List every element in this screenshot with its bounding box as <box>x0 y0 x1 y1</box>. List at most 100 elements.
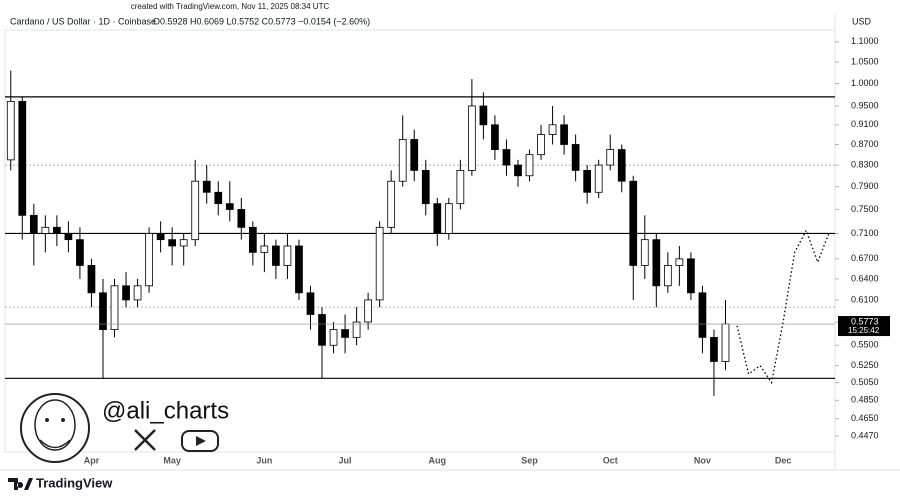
candle-body <box>640 239 649 266</box>
x-tick-label: Apr <box>84 455 100 465</box>
candle-body <box>663 265 672 287</box>
candle-body <box>675 258 684 266</box>
y-tick-label: 1.0500 <box>851 57 879 67</box>
ohlc-legend: O0.5928 H0.6069 L0.5752 C0.5773 −0.0154 … <box>153 16 370 26</box>
candle-body <box>87 265 96 294</box>
candle-body <box>606 149 615 166</box>
last-price-label: 0.5773 <box>851 316 879 326</box>
x-tick-label: Jun <box>256 455 272 465</box>
y-tick-label: 0.6700 <box>851 253 879 263</box>
candle-body <box>237 209 246 228</box>
candle-body <box>479 105 488 126</box>
avatar-smile <box>39 439 71 449</box>
x-tick-label: Oct <box>603 455 618 465</box>
symbol-title: Cardano / US Dollar · 1D · Coinbase <box>10 16 156 26</box>
candle-body <box>617 149 626 182</box>
brand-name: TradingView <box>36 475 113 490</box>
candle-body <box>179 239 188 247</box>
candle-body <box>260 245 269 253</box>
candle-body <box>594 164 603 193</box>
brand: TradingView <box>8 475 113 490</box>
x-tick-label: Jul <box>339 455 352 465</box>
y-tick-label: 0.8700 <box>851 139 879 149</box>
candle-body <box>191 180 200 241</box>
candle-body <box>318 314 326 346</box>
y-tick-label: 0.8300 <box>851 159 879 169</box>
y-tick-label: 0.4850 <box>851 395 879 405</box>
candle-body <box>122 285 130 301</box>
youtube-icon <box>181 430 219 452</box>
candle-body <box>560 124 568 145</box>
candle-body <box>721 323 730 362</box>
candle-body <box>64 233 73 241</box>
y-tick-label: 0.4650 <box>851 413 879 423</box>
candle-body <box>548 124 557 135</box>
x-tick-label: Sep <box>521 455 538 465</box>
brand-logo <box>8 478 33 490</box>
y-tick-label: 0.7500 <box>851 204 879 214</box>
candle-body <box>652 239 661 287</box>
candle-body <box>156 233 165 241</box>
candle-body <box>514 164 522 177</box>
candle-body <box>53 226 61 234</box>
avatar-face <box>34 399 76 451</box>
candle-body <box>444 203 453 234</box>
candle-body <box>76 239 84 266</box>
watermark-handle: @ali_charts <box>102 397 229 424</box>
y-tick-label: 1.0000 <box>851 78 879 88</box>
candle-body <box>398 139 407 182</box>
x-icon <box>134 429 156 451</box>
currency: USD <box>852 16 872 26</box>
candle-body <box>537 134 545 156</box>
y-tick-label: 0.5250 <box>851 360 879 370</box>
y-tick-label: 0.7900 <box>851 181 879 191</box>
youtube-play <box>196 436 206 446</box>
candle-body <box>629 180 638 266</box>
y-tick-label: 1.1000 <box>851 36 879 46</box>
avatar-eye <box>61 418 65 422</box>
created-note: created with TradingView.com, Nov 11, 20… <box>131 2 330 11</box>
candle-body <box>18 100 27 216</box>
y-tick-label: 0.5050 <box>851 377 879 387</box>
projection-line <box>736 228 830 385</box>
candle-body <box>99 292 107 331</box>
candle-body <box>214 191 223 205</box>
countdown: 15:25:42 <box>848 326 880 335</box>
x-tick-label: Aug <box>429 455 447 465</box>
candle-body <box>456 169 465 205</box>
candle-body <box>272 245 280 266</box>
candle-body <box>375 226 384 301</box>
candle-body <box>698 292 707 338</box>
candles <box>6 70 730 396</box>
x-tick-label: May <box>163 455 181 465</box>
candle-body <box>133 285 142 301</box>
candle-body <box>352 321 361 338</box>
candle-body <box>421 169 430 205</box>
avatar-eye <box>45 418 49 422</box>
candle-body <box>329 329 338 346</box>
y-tick-label: 0.7100 <box>851 228 879 238</box>
candle-body <box>571 144 580 171</box>
candle-body <box>41 226 50 234</box>
candle-body <box>502 149 511 166</box>
candle-body <box>433 203 442 234</box>
y-tick-label: 0.9100 <box>851 119 879 129</box>
candle-body <box>248 226 257 253</box>
y-tick-label: 0.5500 <box>851 340 879 350</box>
x-tick-label: Dec <box>775 455 792 465</box>
candle-body <box>491 124 499 150</box>
candle-body <box>364 299 372 323</box>
y-tick-label: 0.6400 <box>851 273 879 283</box>
candle-body <box>583 169 592 193</box>
watermark: @ali_charts <box>20 393 229 463</box>
y-tick-label: 0.9500 <box>851 100 879 110</box>
candle-body <box>410 139 419 171</box>
candle-body <box>387 180 396 228</box>
candle-body <box>710 336 718 362</box>
x-tick-label: Nov <box>694 455 711 465</box>
candle-body <box>6 100 15 161</box>
candle-body <box>468 105 476 171</box>
candle-body <box>145 233 153 287</box>
